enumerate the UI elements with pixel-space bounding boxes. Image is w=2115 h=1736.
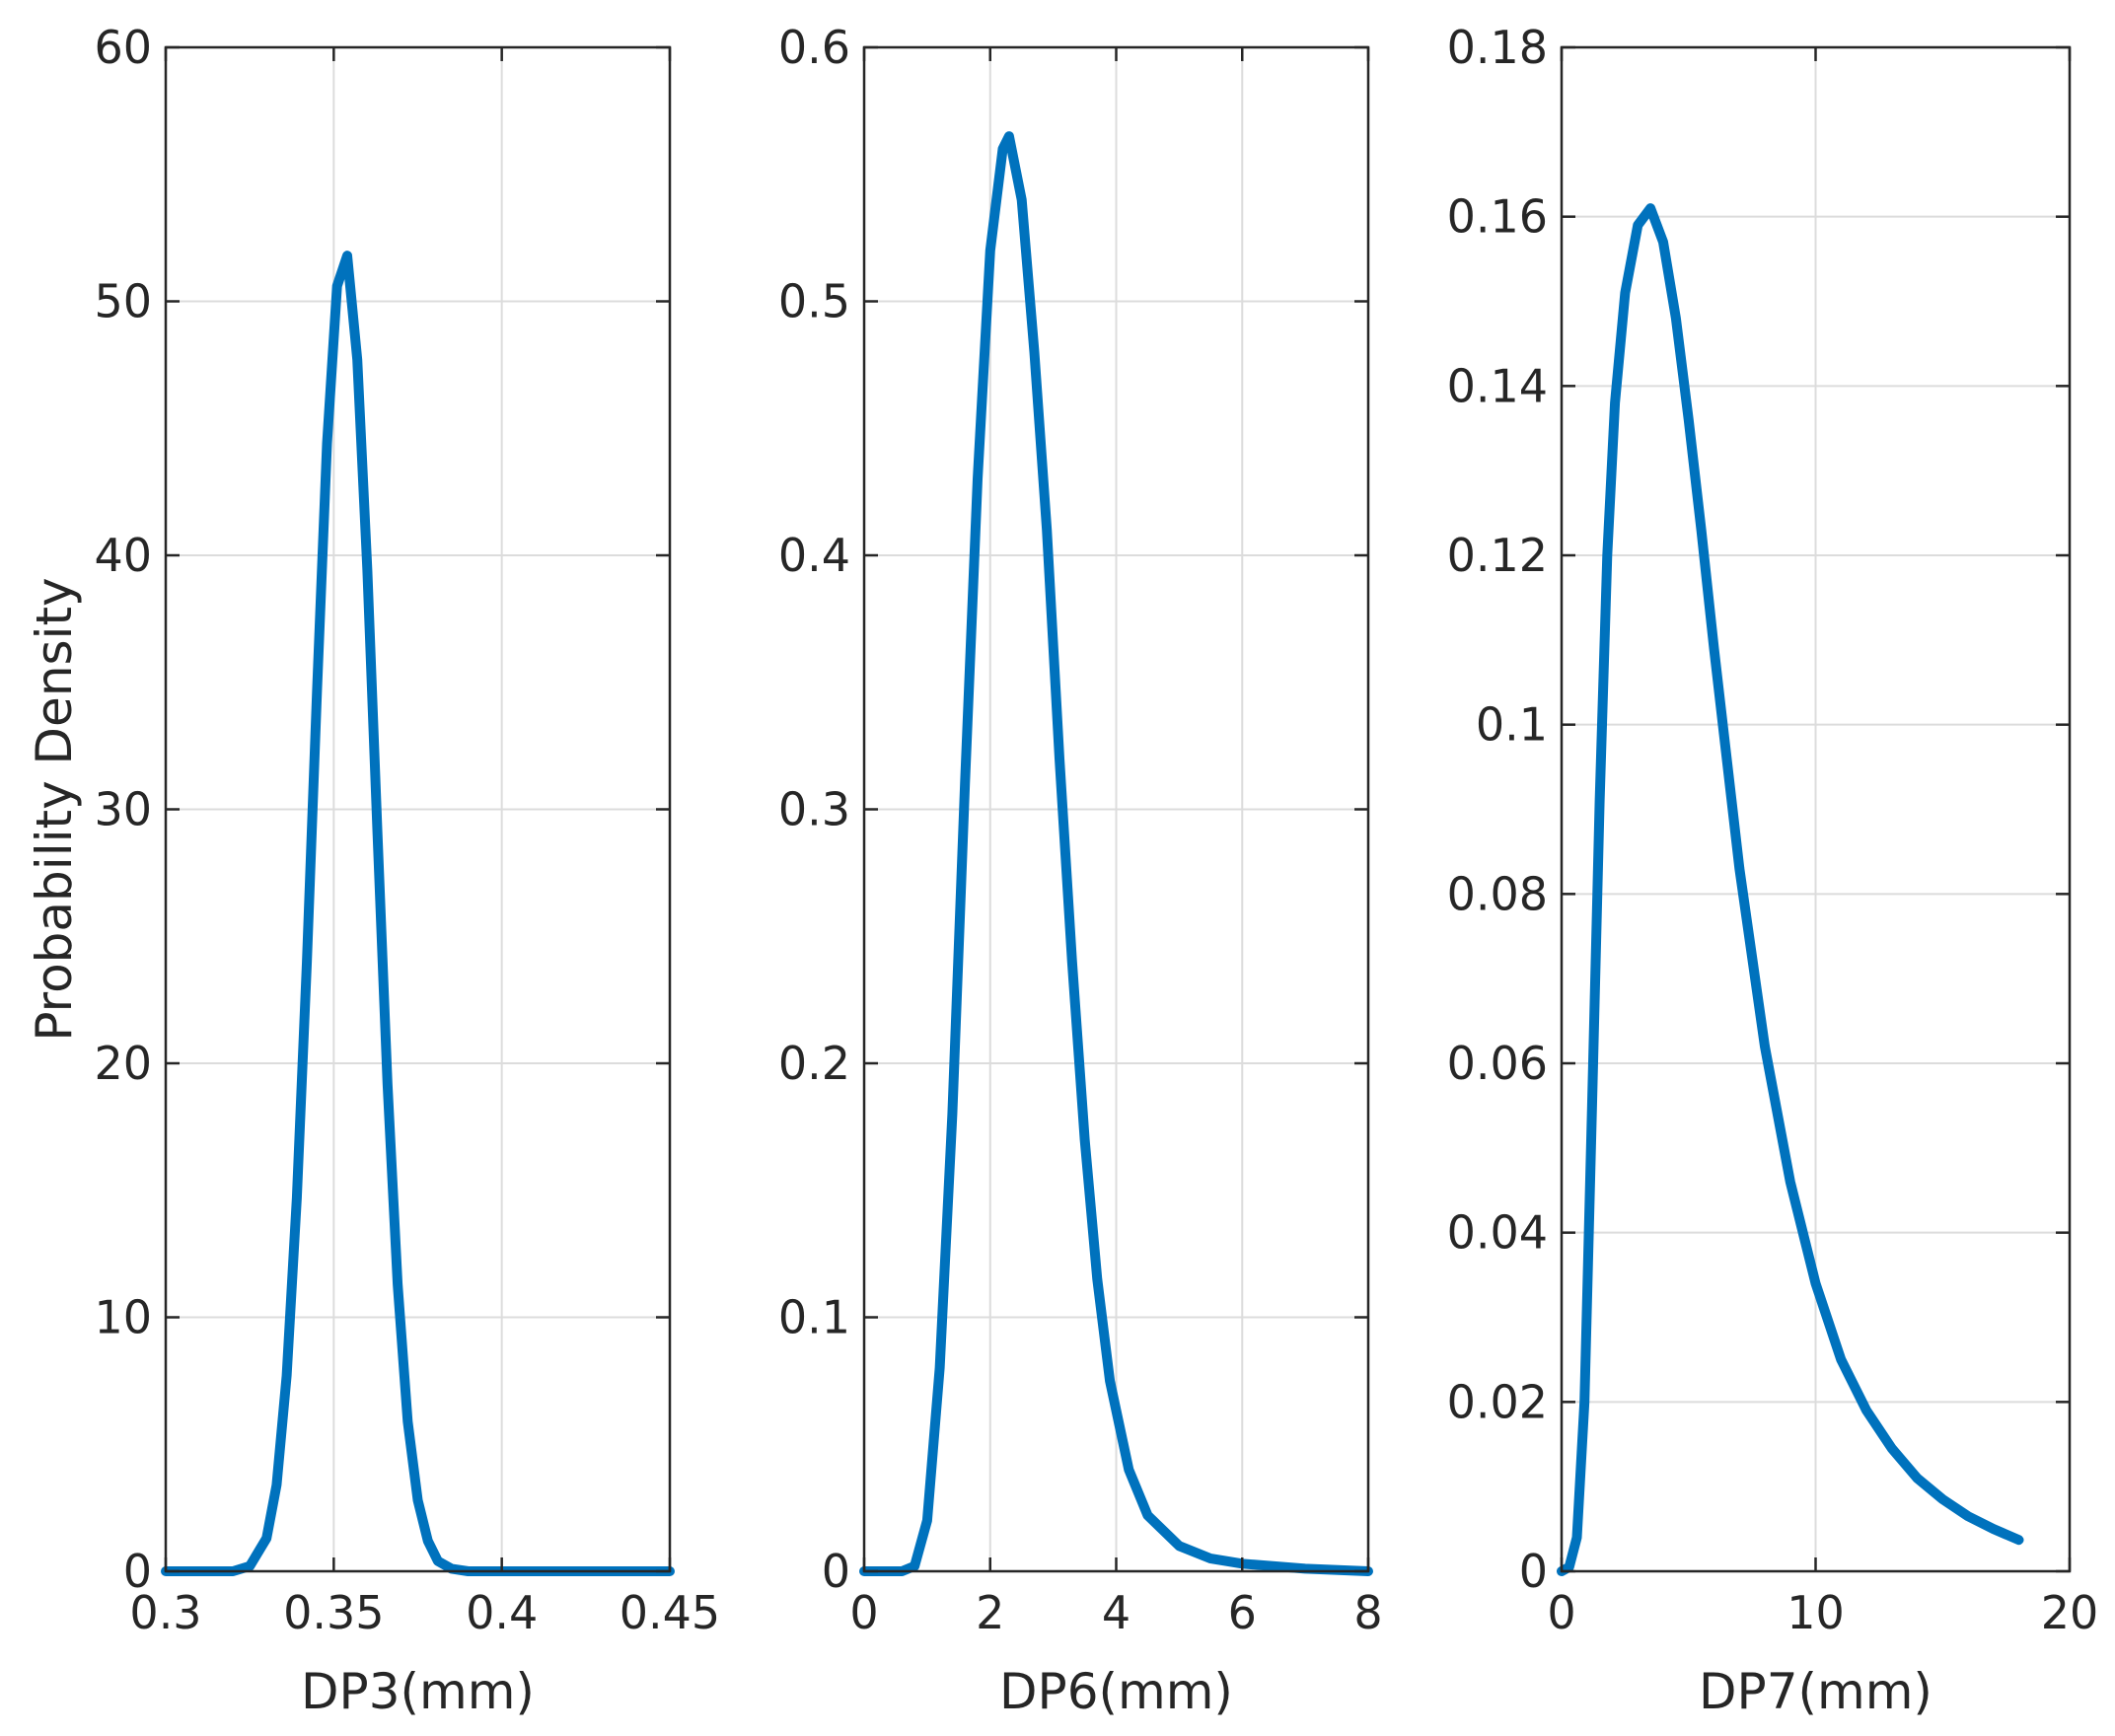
y-tick-label: 30 xyxy=(94,783,152,836)
y-tick-label: 0.08 xyxy=(1447,867,1548,920)
y-tick-label: 60 xyxy=(94,21,152,74)
y-tick-label: 40 xyxy=(94,529,152,582)
x-tick-label: 0 xyxy=(1547,1586,1575,1639)
y-tick-label: 0.04 xyxy=(1447,1206,1548,1260)
y-tick-label: 0.3 xyxy=(778,783,850,836)
x-tick-label: 0.4 xyxy=(466,1586,538,1639)
series-line xyxy=(1557,203,2024,1576)
x-tick-label: 20 xyxy=(2041,1586,2099,1639)
y-tick-label: 0.6 xyxy=(778,21,850,74)
y-tick-label: 0.02 xyxy=(1447,1375,1548,1428)
x-tick-label: 4 xyxy=(1102,1586,1130,1639)
y-tick-label: 50 xyxy=(94,275,152,328)
x-tick-label: 10 xyxy=(1787,1586,1845,1639)
x-axis-label: DP7(mm) xyxy=(1699,1663,1933,1720)
x-tick-label: 6 xyxy=(1228,1586,1257,1639)
x-tick-label: 0.3 xyxy=(129,1586,201,1639)
y-tick-label: 0 xyxy=(1519,1545,1548,1598)
chart-panel-1: 0.3 0.35 0.4 0.45 0 10 20 30 40 50 60 DP3(mm) Probab… xyxy=(26,21,720,1720)
y-tick-label: 0.18 xyxy=(1447,21,1548,74)
y-tick-label: 10 xyxy=(94,1291,152,1344)
chart-panel-2: 0 2 4 6 8 0 0.1 0.2 0.3 0.4 0.5 0.6 DP6(mm) xyxy=(778,21,1383,1720)
series-line xyxy=(161,251,675,1576)
y-tick-label: 0 xyxy=(822,1545,850,1598)
x-tick-label: 0.45 xyxy=(620,1586,720,1639)
y-tick-label: 0.2 xyxy=(778,1037,850,1090)
x-axis-label: DP6(mm) xyxy=(999,1663,1233,1720)
y-tick-label: 0.16 xyxy=(1447,190,1548,244)
x-tick-label: 2 xyxy=(976,1586,1004,1639)
chart-panel-3: 0 10 20 0 0.02 0.04 0.06 0.08 0.1 0.12 0.14 0.16 0.1… xyxy=(1447,21,2099,1720)
y-tick-label: 20 xyxy=(94,1037,152,1090)
y-tick-label: 0.06 xyxy=(1447,1037,1548,1090)
y-axis-label: Probability Density xyxy=(26,577,83,1041)
x-tick-label: 8 xyxy=(1353,1586,1382,1639)
series-line xyxy=(859,131,1373,1576)
x-tick-label: 0 xyxy=(849,1586,878,1639)
y-tick-label: 0.14 xyxy=(1447,359,1548,412)
y-tick-label: 0.1 xyxy=(1476,698,1548,752)
y-tick-label: 0.12 xyxy=(1447,529,1548,582)
y-tick-label: 0.4 xyxy=(778,529,850,582)
x-axis-label: DP3(mm) xyxy=(301,1663,535,1720)
y-tick-label: 0.5 xyxy=(778,275,850,328)
y-tick-label: 0 xyxy=(123,1545,152,1598)
x-tick-label: 0.35 xyxy=(283,1586,384,1639)
y-tick-label: 0.1 xyxy=(778,1291,850,1344)
